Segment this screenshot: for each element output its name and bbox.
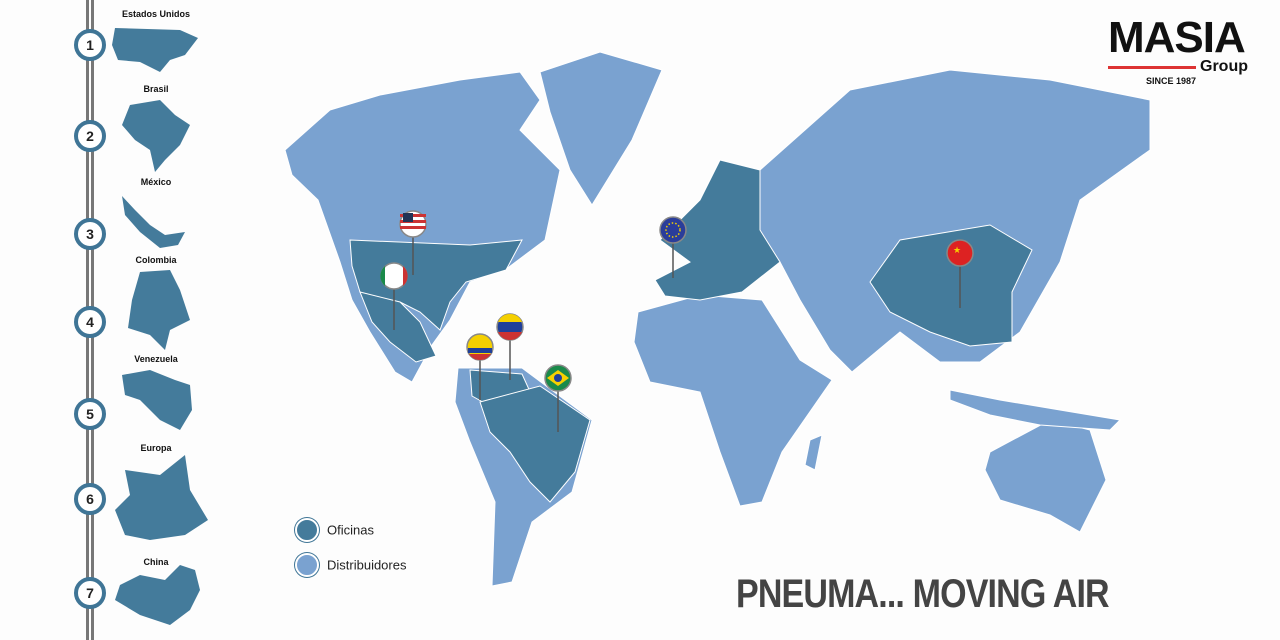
tagline: PNEUMA... MOVING AIR xyxy=(736,572,1110,616)
step-label: Colombia xyxy=(135,255,177,265)
asia xyxy=(759,69,1151,373)
logo-group: Group xyxy=(1200,58,1248,75)
mexico-flag-pin xyxy=(380,262,408,290)
step-label: Brasil xyxy=(143,84,169,94)
legend-distributors-label: Distribuidores xyxy=(327,557,407,573)
logo-red-line xyxy=(1108,65,1196,69)
colombia-flag-pin xyxy=(466,333,494,361)
offices-swatch-icon xyxy=(295,518,319,542)
step-number: 6 xyxy=(74,483,106,515)
step-number: 2 xyxy=(74,120,106,152)
step-number: 4 xyxy=(74,306,106,338)
mini-europe xyxy=(115,455,208,540)
eu-flag-pin xyxy=(659,216,687,244)
logo-name: MASIA xyxy=(1108,13,1246,62)
distributors-swatch-icon xyxy=(295,553,319,577)
step-label: Venezuela xyxy=(134,354,178,364)
step-label: Europa xyxy=(140,443,172,453)
mini-country-maps xyxy=(112,28,208,625)
indonesia xyxy=(949,389,1122,431)
step-number: 3 xyxy=(74,218,106,250)
greenland xyxy=(539,51,663,206)
step-label: México xyxy=(140,177,172,187)
europe-region xyxy=(654,159,781,301)
china-flag-pin: ★ xyxy=(946,239,974,267)
svg-text:★: ★ xyxy=(953,245,961,255)
mini-brazil xyxy=(122,100,190,172)
mini-usa xyxy=(112,28,198,72)
china-region xyxy=(869,224,1033,347)
step-number: 5 xyxy=(74,398,106,430)
step-number: 7 xyxy=(74,577,106,609)
mini-colombia xyxy=(128,270,190,350)
brazil-region xyxy=(479,385,591,503)
mini-china xyxy=(115,565,200,625)
africa xyxy=(633,294,833,507)
logo-since: SINCE 1987 xyxy=(1146,76,1197,86)
legend-distributors: Distribuidores xyxy=(295,553,406,577)
step-label: China xyxy=(143,557,169,567)
mini-venezuela xyxy=(122,370,192,430)
mini-mexico xyxy=(122,196,185,248)
venezuela-flag-pin xyxy=(496,313,524,341)
madagascar xyxy=(804,434,823,471)
mexico-region xyxy=(359,291,437,363)
australia xyxy=(984,419,1107,533)
masia-group-logo: MASIA Group SINCE 1987 xyxy=(1108,13,1248,86)
step-number: 1 xyxy=(74,29,106,61)
legend-offices: Oficinas xyxy=(295,518,374,542)
office-countries xyxy=(349,159,1033,503)
legend-offices-label: Oficinas xyxy=(327,522,374,538)
usa-flag-pin xyxy=(399,210,427,238)
brazil-flag-pin xyxy=(544,364,572,392)
step-label: Estados Unidos xyxy=(121,9,190,19)
pin-sticks xyxy=(393,237,961,432)
